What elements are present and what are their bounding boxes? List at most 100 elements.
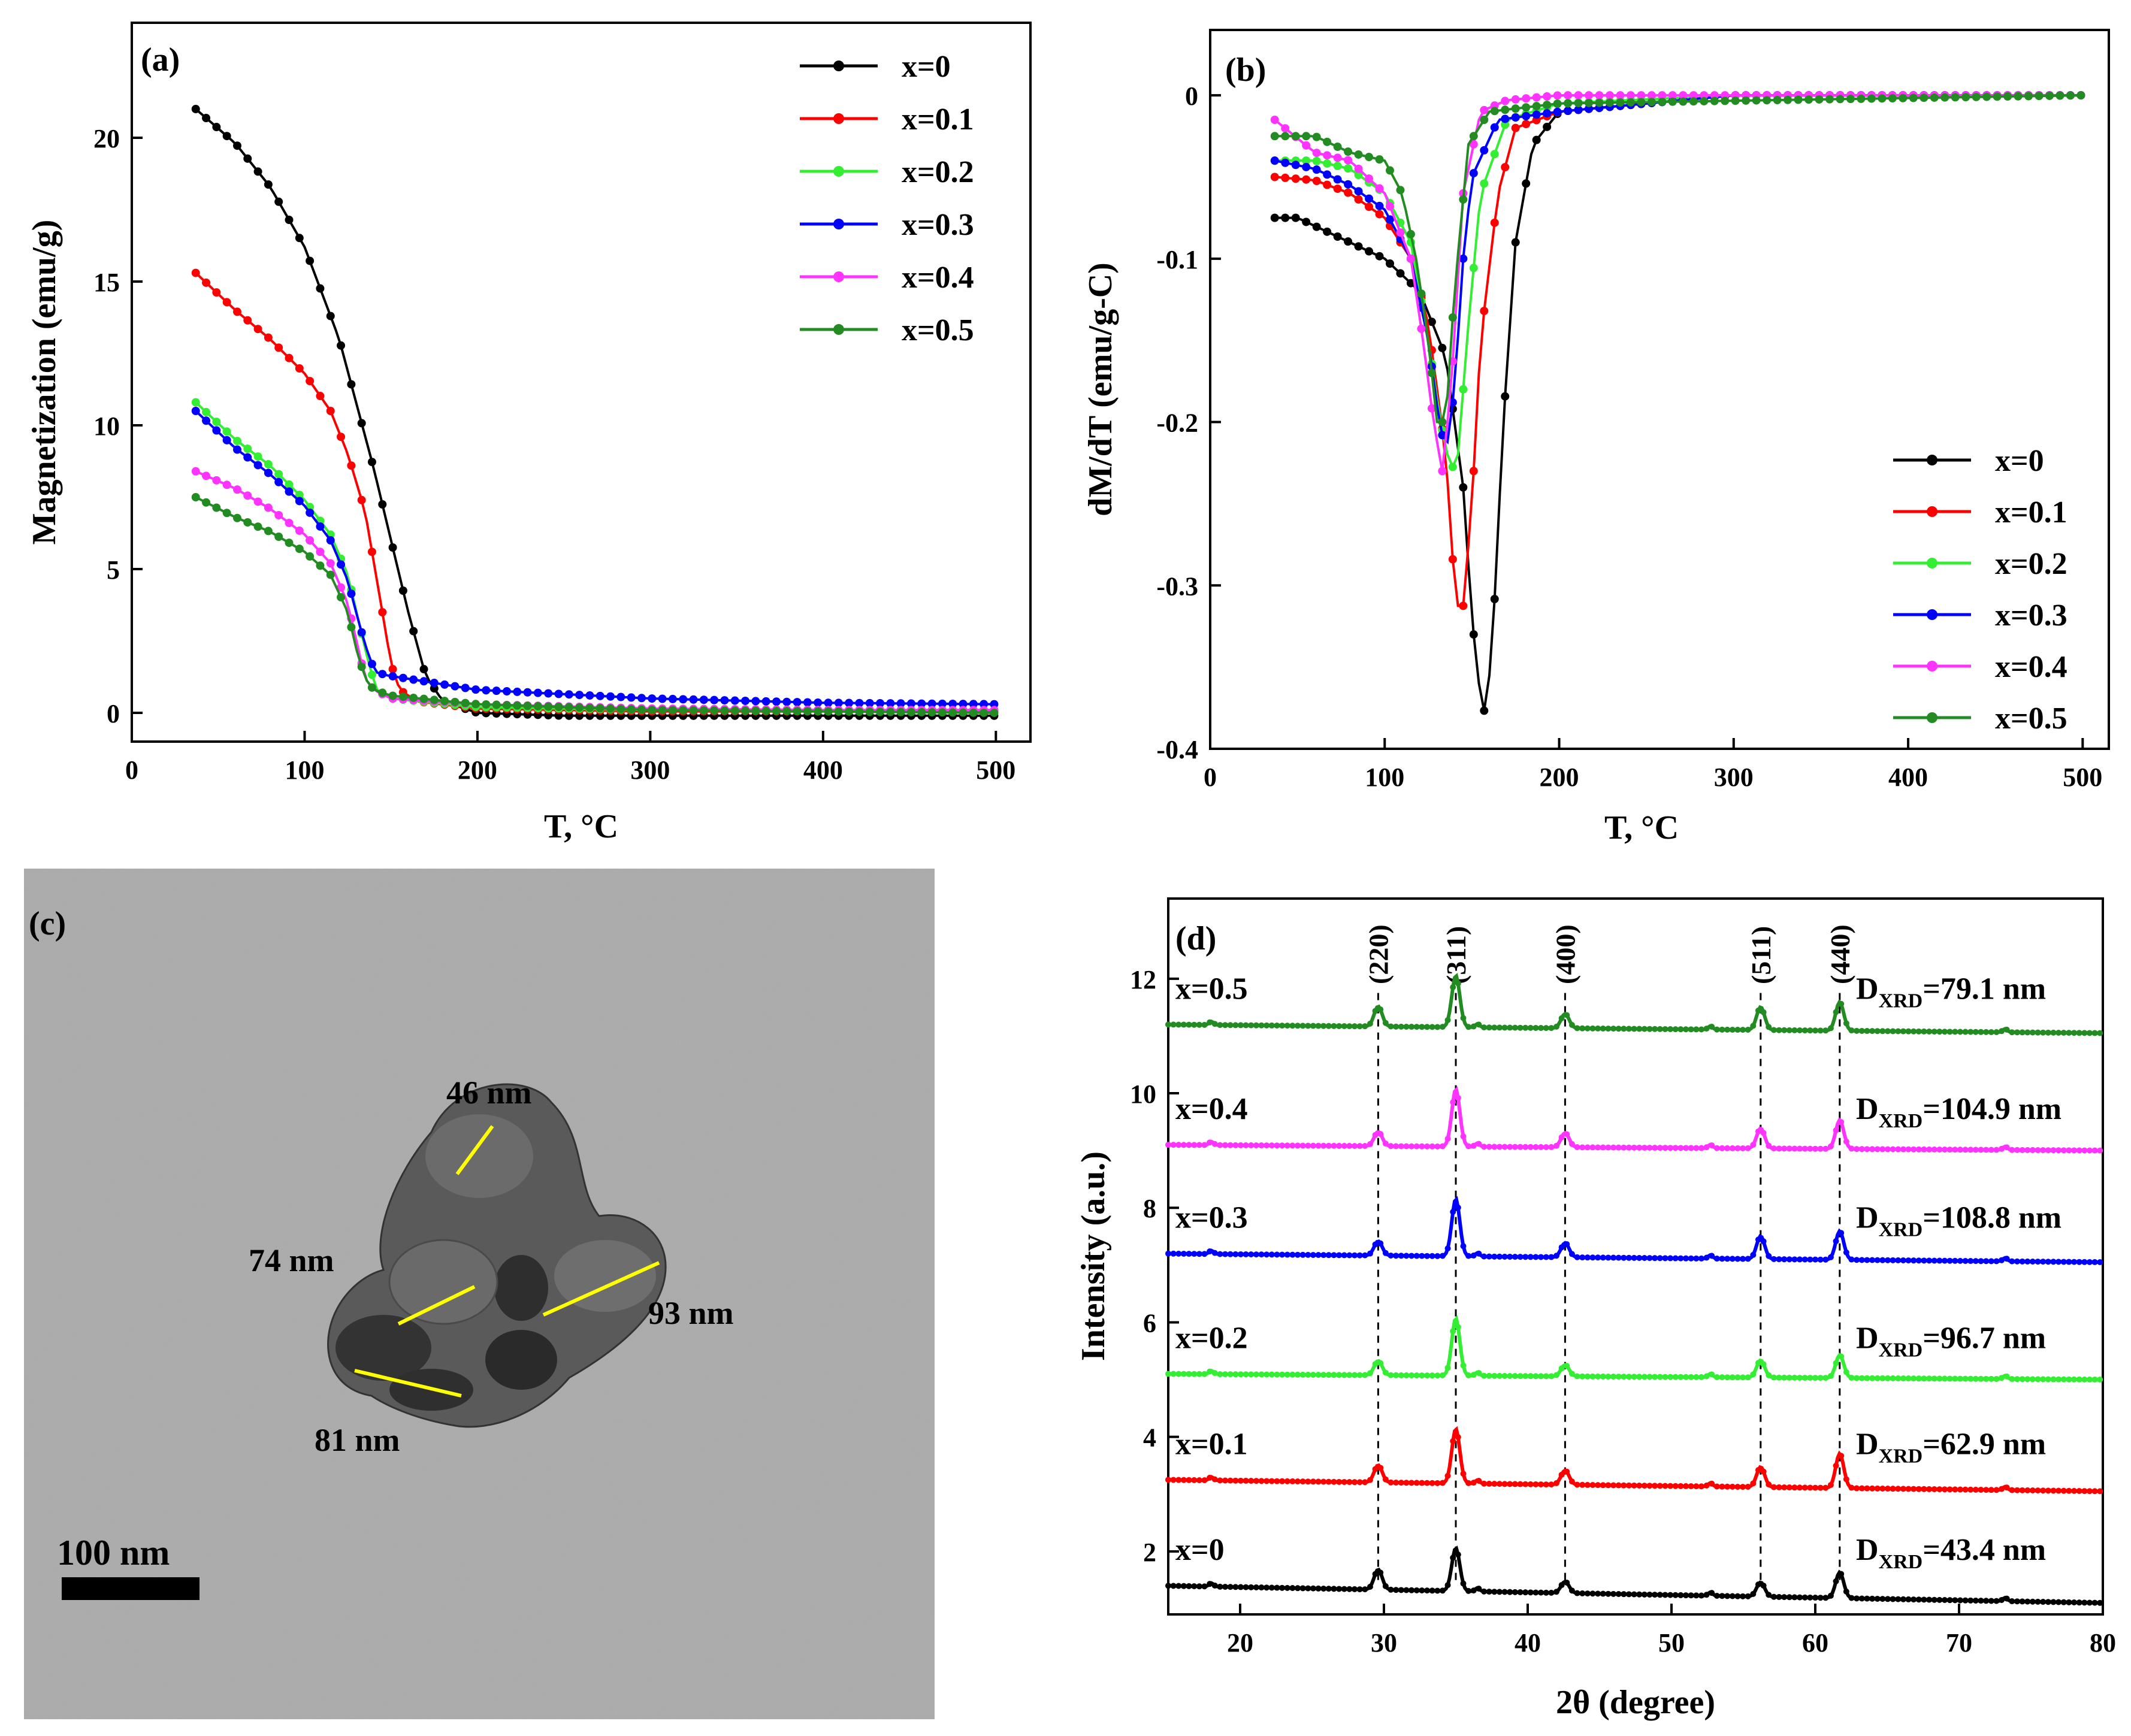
xrd-point <box>1196 1583 1202 1590</box>
xrd-point <box>1983 1598 1990 1604</box>
xrd-point <box>1776 1027 1782 1033</box>
xrd-point <box>1232 1584 1239 1590</box>
xrd-point <box>1915 1486 1922 1492</box>
data-point <box>367 548 376 557</box>
xrd-point <box>1817 1484 1824 1491</box>
xrd-point <box>1724 1026 1731 1033</box>
xrd-point <box>1972 1147 1979 1153</box>
xrd-point <box>1207 1248 1213 1255</box>
xrd-point <box>1331 1478 1337 1485</box>
xrd-point <box>1615 1591 1622 1598</box>
xrd-point <box>1248 1478 1255 1484</box>
data-point <box>793 707 802 716</box>
xrd-point <box>1729 1026 1736 1033</box>
data-point <box>316 284 325 293</box>
data-point <box>554 689 563 698</box>
xrd-point <box>1915 1257 1922 1264</box>
xrd-point <box>1879 1596 1886 1602</box>
xrd-point <box>2035 1259 2041 1265</box>
xrd-point <box>1911 1596 1917 1603</box>
xrd-point <box>1652 1374 1658 1380</box>
legend-label: x=0.4 <box>1995 650 2067 684</box>
xrd-point <box>1843 1249 1849 1256</box>
data-point <box>1543 92 1552 101</box>
xrd-point <box>1869 1375 1876 1381</box>
xrd-point <box>1217 1371 1223 1378</box>
xrd-point <box>1486 1253 1492 1260</box>
xrd-point <box>1688 1255 1694 1262</box>
xrd-point <box>1967 1147 1974 1153</box>
data-point <box>1417 289 1426 298</box>
data-point <box>264 180 273 189</box>
data-point <box>1469 264 1478 273</box>
xrd-point <box>1734 1374 1741 1381</box>
xrd-point <box>1543 1144 1549 1150</box>
data-point <box>1909 93 1918 102</box>
data-point <box>1511 123 1520 132</box>
xrd-point <box>1740 1256 1746 1262</box>
xrd-point <box>1755 1360 1761 1366</box>
xrd-point <box>1838 1453 1845 1459</box>
xrd-point <box>2076 1259 2082 1265</box>
size-label-93nm: 93 nm <box>648 1295 734 1331</box>
xrd-point <box>1683 1145 1689 1151</box>
xrd-point <box>1553 1142 1559 1149</box>
data-point <box>1448 462 1457 471</box>
xrd-point <box>1911 1257 1917 1264</box>
data-point <box>232 513 241 522</box>
xrd-point <box>1983 1487 1990 1493</box>
xrd-point <box>1817 1375 1824 1381</box>
xrd-point <box>2009 1598 2015 1605</box>
xrd-point <box>1419 1372 1425 1379</box>
xrd-point <box>1952 1597 1958 1604</box>
xrd-point <box>1527 1589 1534 1596</box>
xrd-point <box>1501 1481 1508 1487</box>
data-point <box>627 693 636 702</box>
xrd-point <box>1652 1026 1658 1032</box>
dxrd-label: DXRD=79.1 nm <box>1856 972 2046 1012</box>
data-point <box>1375 252 1384 261</box>
panel-b-label: (b) <box>1225 52 1266 89</box>
data-point <box>295 234 304 243</box>
data-point <box>564 703 573 712</box>
xrd-point <box>1352 1023 1358 1030</box>
xrd-point <box>1553 1372 1559 1378</box>
y-tick-label: 10 <box>1130 1079 1156 1109</box>
xrd-point <box>1491 1144 1498 1150</box>
data-point <box>1448 398 1457 407</box>
xrd-point <box>2091 1030 2098 1036</box>
xrd-point <box>1797 1027 1803 1034</box>
xrd-point <box>1180 1583 1187 1589</box>
xrd-point <box>1703 1144 1710 1151</box>
data-point <box>1469 630 1478 639</box>
xrd-point <box>1703 1592 1710 1598</box>
xrd-point <box>1900 1146 1906 1153</box>
dxrd-value: 96.7 <box>1940 1321 1995 1355</box>
xrd-point <box>2066 1259 2072 1265</box>
xrd-point <box>1589 1590 1596 1597</box>
xrd-point <box>1833 1578 1839 1584</box>
xrd-point <box>1398 1587 1404 1593</box>
xrd-point <box>1833 1462 1839 1469</box>
xrd-point <box>1517 1481 1524 1487</box>
xrd-point <box>1175 1371 1182 1377</box>
xrd-point <box>1921 1257 1927 1264</box>
xrd-point <box>1983 1258 1990 1265</box>
data-point <box>316 522 325 531</box>
xrd-point <box>1931 1486 1937 1493</box>
xrd-point <box>2076 1376 2082 1383</box>
panel-b-xlabel: T, °C <box>1604 809 1679 846</box>
xrd-point <box>1750 1480 1757 1487</box>
xrd-point <box>1227 1371 1234 1378</box>
xrd-point <box>1698 1483 1704 1490</box>
xrd-point <box>2040 1487 2047 1494</box>
data-point <box>730 696 739 705</box>
data-point <box>202 278 211 287</box>
xrd-point <box>1936 1146 1943 1153</box>
xrd-point <box>1165 1142 1171 1148</box>
data-point <box>1605 98 1614 107</box>
data-point <box>1438 467 1447 476</box>
xrd-point <box>1595 1373 1601 1380</box>
xrd-point <box>1843 1476 1849 1483</box>
xrd-point <box>1320 1478 1327 1485</box>
